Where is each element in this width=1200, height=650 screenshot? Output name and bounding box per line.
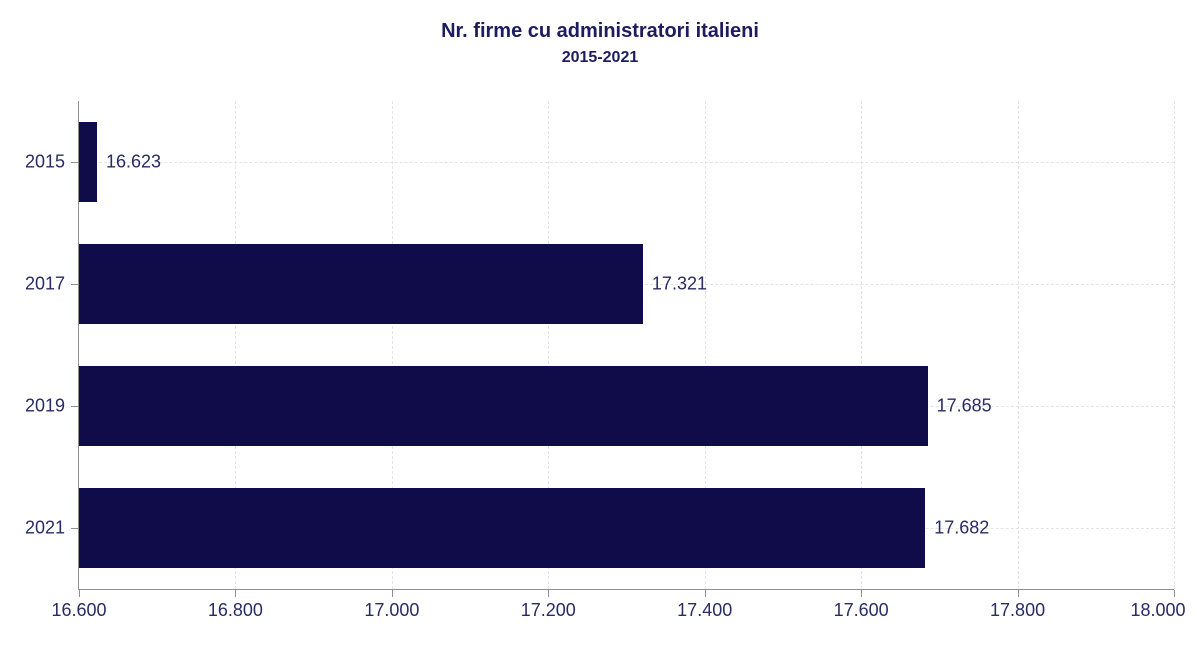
x-axis-tick xyxy=(1017,590,1019,597)
plot-area: 16.600 16.800 17.000 17.200 17.400 17.600 17.8… xyxy=(25,101,1186,620)
x-axis-tick-label: 16.800 xyxy=(207,600,263,620)
gridline-vertical xyxy=(235,101,237,589)
y-axis-label: 2017 xyxy=(24,273,65,294)
gridline-vertical xyxy=(1017,101,1019,589)
y-axis-label: 2019 xyxy=(24,395,65,416)
chart-title: Nr. firme cu administratori italieni xyxy=(441,20,759,42)
x-axis-tick xyxy=(704,590,706,597)
x-axis-tick xyxy=(391,590,393,597)
x-axis-tick xyxy=(79,590,80,597)
bar-value-label: 17.321 xyxy=(651,273,707,294)
bar xyxy=(79,488,926,568)
x-axis-tick xyxy=(548,590,550,597)
x-axis-tick-label: 16.600 xyxy=(51,600,107,620)
x-axis-tick-label: 17.200 xyxy=(520,600,576,620)
gridline-vertical xyxy=(391,101,393,589)
y-axis-tick xyxy=(71,284,79,285)
x-axis-tick-label: 17.600 xyxy=(833,600,889,620)
x-axis-tick-label: 17.400 xyxy=(677,600,733,620)
x-axis-tick-label: 18.000 xyxy=(1130,600,1186,620)
bar xyxy=(79,122,97,202)
gridline-vertical xyxy=(861,101,863,589)
y-axis-tick xyxy=(71,162,79,163)
gridline-vertical xyxy=(548,101,550,589)
bar-value-label: 17.685 xyxy=(936,395,992,416)
x-axis-tick xyxy=(861,590,863,597)
x-axis-tick-label: 17.000 xyxy=(364,600,420,620)
y-axis-tick xyxy=(71,406,79,407)
x-axis-tick xyxy=(235,590,237,597)
bar-value-label: 16.623 xyxy=(105,151,162,172)
bar xyxy=(79,366,928,446)
bar xyxy=(79,244,643,324)
gridline-vertical xyxy=(704,101,706,589)
chart-subtitle: 2015-2021 xyxy=(561,49,639,66)
gridline-vertical xyxy=(1174,101,1175,589)
y-axis-label: 2021 xyxy=(24,517,65,538)
y-axis-tick xyxy=(71,528,79,529)
x-axis-tick xyxy=(1174,590,1175,597)
bar-value-label: 17.682 xyxy=(934,517,990,538)
gridline-horizontal xyxy=(79,162,1174,163)
y-axis-label: 2015 xyxy=(24,151,65,172)
x-axis-tick-label: 17.800 xyxy=(990,600,1046,620)
